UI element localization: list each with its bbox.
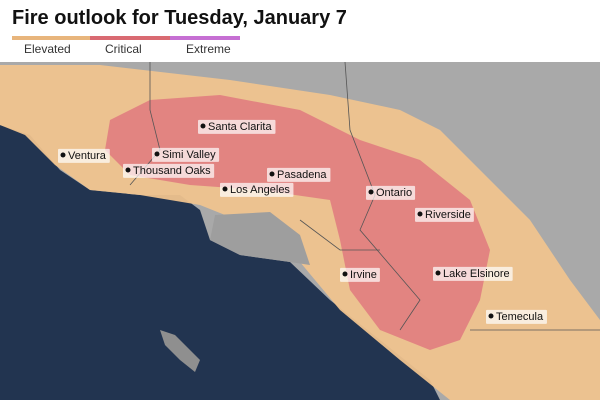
city: Temecula	[486, 309, 547, 324]
city: Irvine	[340, 267, 380, 282]
city: Riverside	[415, 207, 474, 222]
city-dot	[222, 186, 228, 192]
city-label: Ontario	[376, 187, 412, 199]
city-label: Pasadena	[277, 169, 327, 181]
county-borders	[129, 61, 600, 331]
terrain-gap	[210, 212, 310, 265]
city-label: Simi Valley	[162, 149, 216, 161]
label-background	[123, 163, 215, 178]
city-dot	[488, 313, 494, 319]
legend-swatch	[90, 36, 170, 40]
city-label: Santa Clarita	[208, 121, 272, 133]
map	[0, 61, 600, 400]
label-background	[152, 147, 220, 162]
city-dot	[125, 167, 131, 173]
legend-swatch	[170, 36, 240, 40]
city-labels: Santa Clarita Ventura Simi Valley Thousa…	[58, 119, 547, 324]
city-dot	[417, 211, 423, 217]
city: Santa Clarita	[198, 119, 276, 134]
label-background	[366, 185, 416, 200]
city-label: Thousand Oaks	[133, 165, 211, 177]
city-dot	[200, 123, 206, 129]
city-label: Los Angeles	[230, 184, 290, 196]
label-background	[267, 167, 331, 182]
city-label: Irvine	[350, 269, 377, 281]
city: Los Angeles	[220, 182, 294, 197]
city-label: Ventura	[68, 150, 107, 162]
label-background	[486, 309, 547, 324]
city: Ontario	[366, 185, 416, 200]
label-background	[433, 266, 513, 281]
legend-swatch	[12, 36, 90, 40]
label-background	[220, 182, 294, 197]
title: Fire outlook for Tuesday, January 7	[12, 7, 347, 29]
city: Thousand Oaks	[123, 163, 215, 178]
city-dot	[60, 152, 66, 158]
label-background	[58, 148, 110, 163]
city-dot	[342, 271, 348, 277]
city: Simi Valley	[152, 147, 220, 162]
island	[160, 330, 200, 372]
ocean	[0, 125, 440, 400]
city: Lake Elsinore	[433, 266, 513, 281]
city-label: Riverside	[425, 209, 471, 221]
legend-label: Extreme	[186, 42, 231, 56]
city-dot	[368, 189, 374, 195]
city-dot	[435, 270, 441, 276]
label-background	[198, 119, 276, 134]
city-label: Temecula	[496, 311, 544, 323]
city-label: Lake Elsinore	[443, 268, 510, 280]
label-background	[340, 267, 380, 282]
legend-label: Elevated	[24, 42, 71, 56]
city: Pasadena	[267, 167, 331, 182]
city: Ventura	[58, 148, 110, 163]
city-dot	[154, 151, 160, 157]
legend-label: Critical	[105, 42, 142, 56]
city-dot	[269, 171, 275, 177]
label-background	[415, 207, 474, 222]
